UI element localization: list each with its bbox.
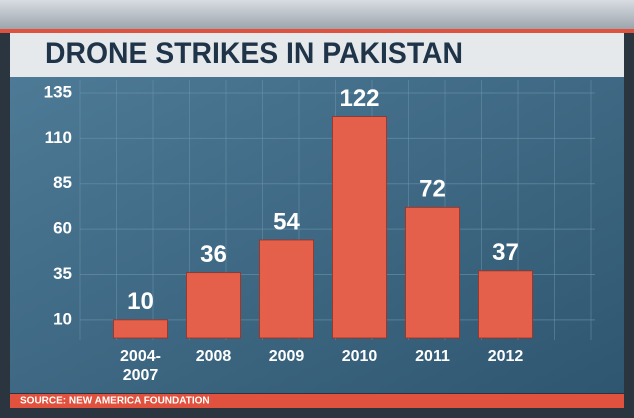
bar	[478, 270, 533, 339]
value-label: 10	[127, 288, 154, 315]
chart-title: DRONE STRIKES IN PAKISTAN	[45, 37, 463, 70]
x-tick-label: 2009	[268, 348, 305, 365]
bar	[332, 116, 387, 339]
bar	[259, 239, 314, 339]
plot-background	[10, 77, 624, 393]
x-tick-label: 2010	[341, 348, 378, 365]
x-tick-label: 2012	[487, 348, 524, 365]
bar	[113, 319, 168, 339]
top-stripe	[0, 29, 634, 33]
source-band	[10, 394, 624, 408]
value-label: 36	[200, 241, 227, 268]
y-tick-label: 60	[53, 219, 72, 238]
bar	[405, 206, 460, 339]
y-tick-label: 135	[44, 82, 72, 101]
x-tick-label: 2011	[415, 348, 450, 365]
bar	[186, 272, 241, 339]
value-label: 72	[419, 176, 446, 203]
value-label: 54	[273, 208, 300, 235]
y-tick-label: 110	[45, 128, 72, 147]
x-tick-label: 2004-2007	[120, 348, 161, 384]
y-tick-label: 85	[53, 173, 72, 192]
title-band	[10, 33, 624, 77]
value-label: 122	[339, 85, 379, 112]
y-tick-label: 35	[53, 264, 72, 283]
value-label: 37	[492, 239, 519, 266]
top-band	[0, 0, 634, 30]
x-tick-label: 2008	[195, 348, 232, 365]
y-tick-label: 10	[53, 309, 72, 328]
source: SOURCE: NEW AMERICA FOUNDATION	[20, 396, 210, 407]
